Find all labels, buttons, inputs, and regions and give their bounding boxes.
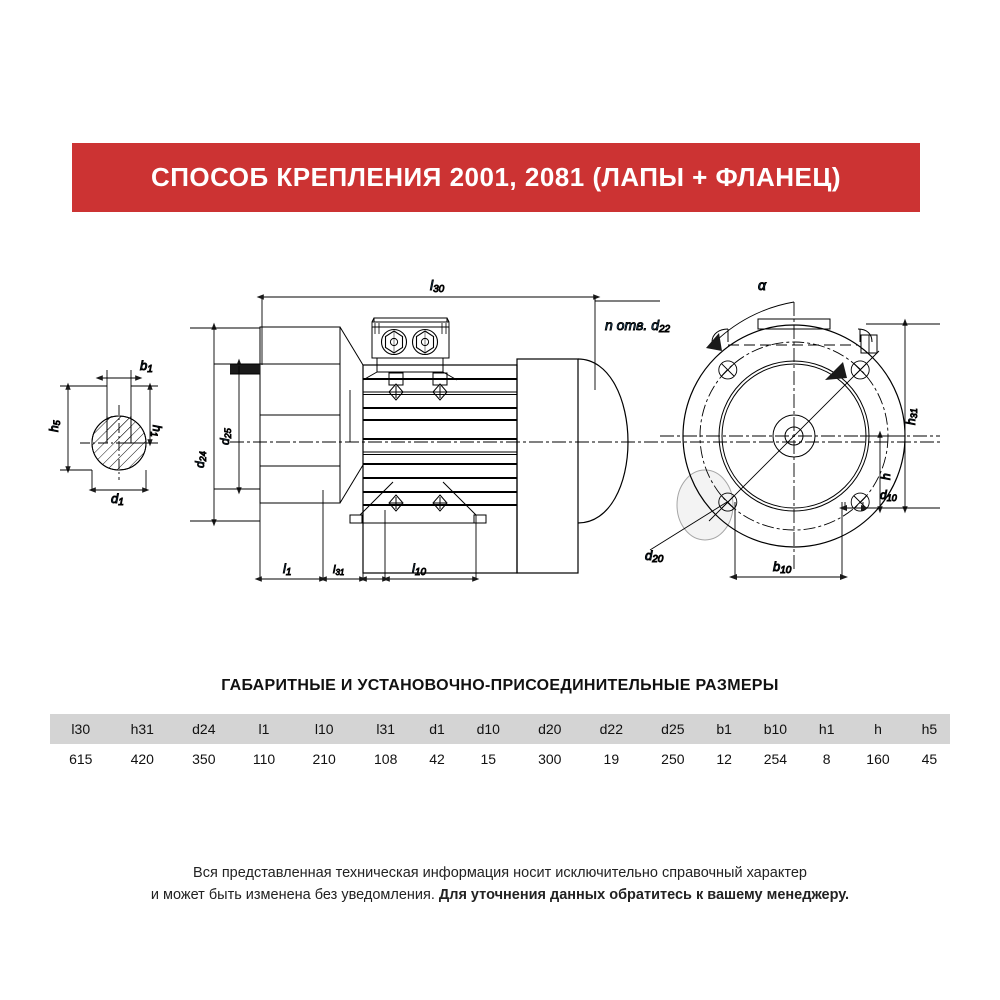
svg-text:b1: b1 [140,358,153,375]
svg-text:h: h [879,473,893,480]
svg-text:α: α [758,277,767,293]
svg-text:l30: l30 [430,277,445,295]
svg-text:d24: d24 [193,451,208,468]
svg-text:l31: l31 [333,564,344,577]
svg-text:n отв. d22: n отв. d22 [605,317,671,335]
svg-text:h5: h5 [47,419,62,432]
svg-text:b10: b10 [773,559,792,576]
svg-text:d20: d20 [645,548,664,565]
svg-text:l10: l10 [412,561,426,578]
svg-text:d25: d25 [218,427,233,445]
svg-text:l1: l1 [283,561,291,578]
svg-text:d10: d10 [880,488,897,503]
svg-text:h31: h31 [904,408,919,425]
svg-text:d1: d1 [111,491,124,508]
svg-text:h1: h1 [149,425,164,437]
